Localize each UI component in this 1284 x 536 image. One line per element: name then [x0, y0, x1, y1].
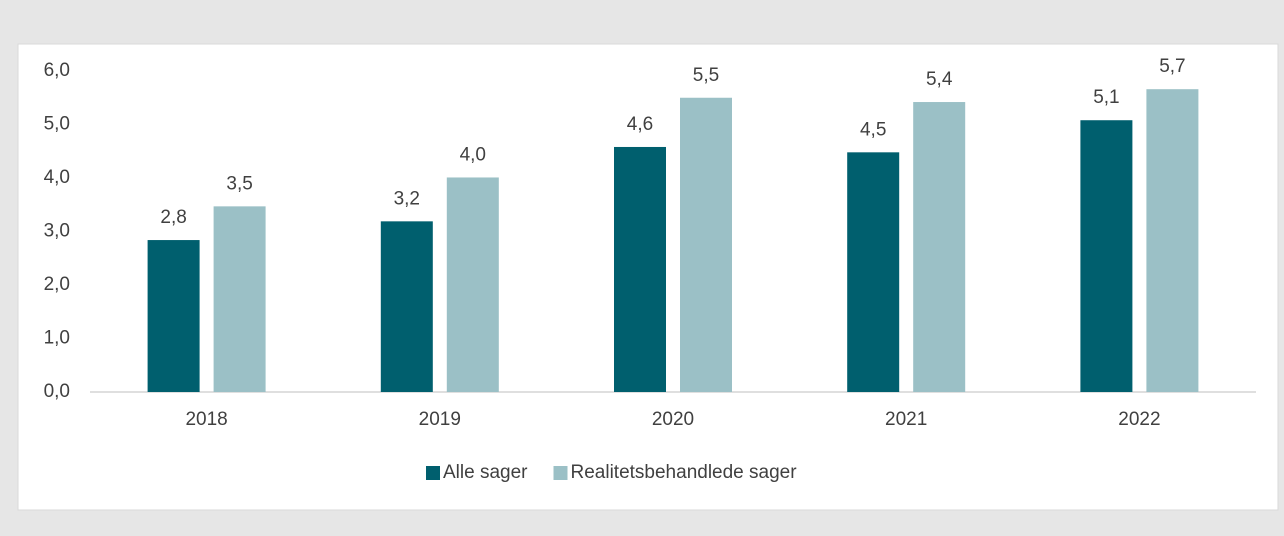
bar: [213, 206, 266, 392]
bar: [614, 146, 666, 392]
bar: [913, 102, 966, 392]
bar: [380, 221, 433, 392]
data-label: 4,0: [460, 144, 486, 165]
x-tick-label: 2021: [885, 409, 927, 430]
data-label: 5,4: [926, 69, 953, 90]
bar: [1146, 89, 1199, 392]
y-tick-label: 5,0: [44, 114, 70, 135]
x-tick-label: 2019: [419, 409, 461, 430]
y-tick-label: 3,0: [44, 221, 70, 242]
data-label: 3,5: [226, 173, 252, 194]
y-tick-label: 4,0: [44, 167, 70, 188]
data-label: 5,5: [693, 65, 719, 86]
data-label: 4,5: [860, 119, 886, 140]
y-tick-label: 1,0: [44, 328, 70, 349]
bar: [147, 240, 200, 392]
legend-label: Alle sager: [443, 462, 528, 483]
data-label: 3,2: [394, 188, 420, 209]
data-label: 5,7: [1159, 56, 1185, 77]
legend-swatch: [553, 466, 568, 480]
x-tick-label: 2020: [652, 409, 694, 430]
x-tick-label: 2018: [185, 409, 227, 430]
x-tick-label: 2022: [1118, 409, 1160, 430]
y-tick-label: 6,0: [44, 60, 70, 81]
bar: [446, 177, 499, 392]
legend-swatch: [426, 466, 440, 480]
y-tick-label: 2,0: [44, 274, 70, 295]
y-tick-label: 0,0: [44, 381, 70, 402]
data-label: 4,6: [627, 114, 653, 135]
bar: [847, 152, 900, 392]
data-label: 2,8: [160, 207, 186, 228]
legend-label: Realitetsbehandlede sager: [571, 462, 798, 483]
bar: [1080, 120, 1133, 392]
data-label: 5,1: [1093, 87, 1119, 108]
bar: [680, 97, 732, 392]
